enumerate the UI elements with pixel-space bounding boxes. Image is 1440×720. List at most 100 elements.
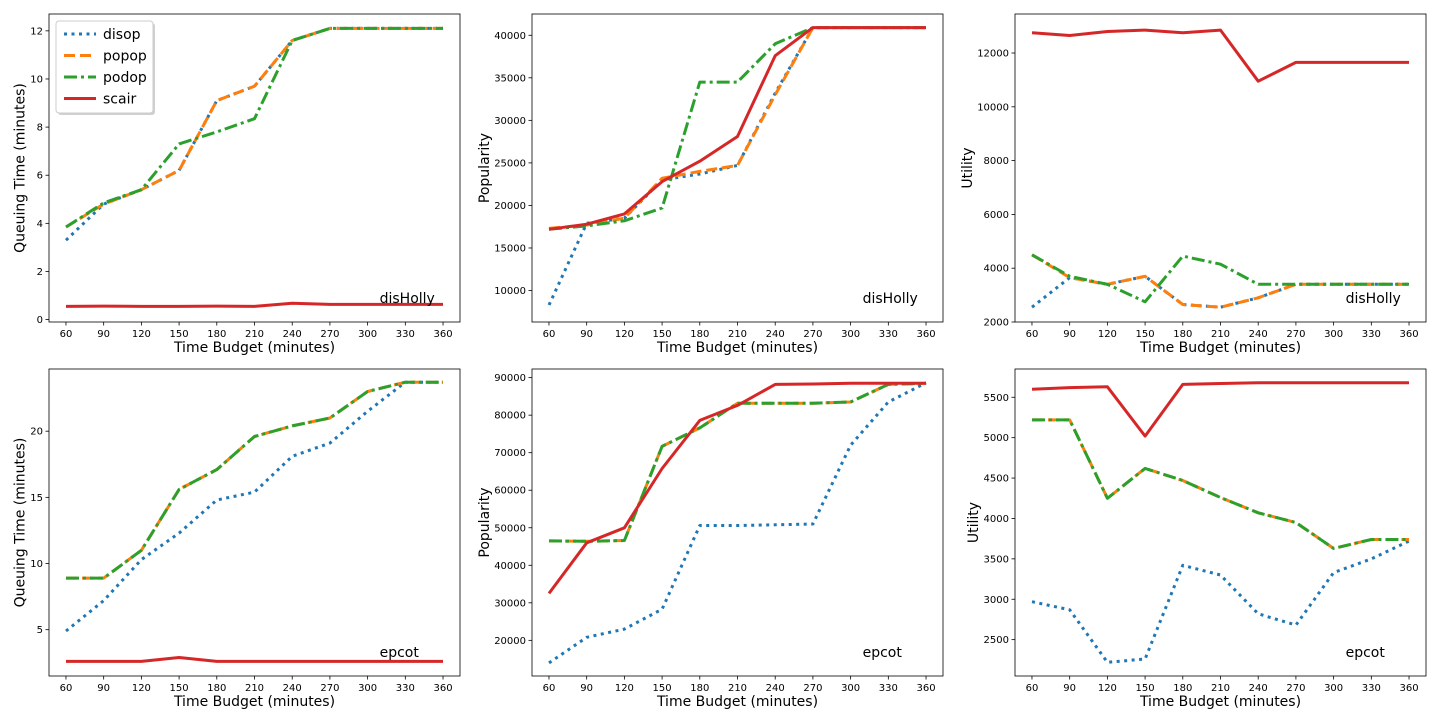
y-tick-label: 6000 bbox=[984, 210, 1009, 221]
x-tick-label: 240 bbox=[283, 329, 302, 340]
y-tick-label: 4500 bbox=[984, 474, 1009, 485]
series-line-popop bbox=[65, 26, 443, 229]
legend-box bbox=[55, 20, 154, 114]
x-tick-label: 300 bbox=[1324, 683, 1343, 694]
x-axis: 60 90 120 150 180 210 240 270 300 330 360 bbox=[1026, 676, 1419, 694]
dataset-annotation: epcot bbox=[380, 645, 420, 661]
y-tick-label: 50000 bbox=[494, 523, 526, 534]
chart-panel-1: 60 90 120 150 180 210 240 270 300 330 360 0 2 4 6 8 10 12… bbox=[13, 13, 461, 356]
series-line-podop bbox=[548, 381, 927, 543]
y-tick-label: 20 bbox=[30, 427, 43, 438]
x-tick-label: 210 bbox=[728, 683, 747, 694]
axes-frame bbox=[48, 368, 461, 677]
x-tick-label: 120 bbox=[132, 329, 151, 340]
series-group bbox=[547, 381, 927, 665]
x-tick-label: 300 bbox=[1324, 329, 1343, 340]
x-axis-label: Time Budget (minutes) bbox=[656, 340, 818, 356]
x-tick-label: 300 bbox=[358, 683, 377, 694]
x-tick-label: 360 bbox=[916, 683, 935, 694]
x-axis-label: Time Budget (minutes) bbox=[656, 694, 818, 710]
series-line-scair bbox=[548, 26, 926, 231]
y-tick-label: 15000 bbox=[494, 243, 526, 254]
legend-label-disop: disop bbox=[103, 27, 141, 43]
x-tick-label: 60 bbox=[1026, 329, 1039, 340]
series-group bbox=[1031, 28, 1409, 309]
y-tick-label: 4000 bbox=[984, 264, 1009, 275]
series-line-popop bbox=[1031, 253, 1409, 309]
x-tick-label: 210 bbox=[245, 683, 264, 694]
x-tick-label: 240 bbox=[1249, 329, 1268, 340]
x-axis-label: Time Budget (minutes) bbox=[1139, 694, 1301, 710]
dataset-annotation: disHolly bbox=[1346, 291, 1401, 307]
x-tick-label: 300 bbox=[841, 329, 860, 340]
y-tick-label: 80000 bbox=[494, 411, 526, 422]
x-tick-label: 210 bbox=[1211, 683, 1230, 694]
y-tick-label: 30000 bbox=[494, 116, 526, 127]
y-tick-label: 10 bbox=[30, 74, 43, 85]
x-tick-label: 60 bbox=[60, 683, 73, 694]
series-line-popop bbox=[66, 380, 443, 580]
axes-frame bbox=[531, 13, 944, 323]
series-line-scair bbox=[1031, 381, 1409, 438]
x-tick-label: 270 bbox=[1286, 683, 1305, 694]
series-line-podop bbox=[1032, 418, 1409, 550]
y-tick-label: 40000 bbox=[494, 31, 526, 42]
x-tick-label: 210 bbox=[728, 329, 747, 340]
legend-label-popop: popop bbox=[103, 49, 147, 65]
x-tick-label: 270 bbox=[1286, 329, 1305, 340]
y-axis: 20000 30000 40000 50000 60000 70000 80000 90000 bbox=[494, 373, 532, 647]
y-tick-label: 35000 bbox=[494, 73, 526, 84]
x-tick-label: 360 bbox=[433, 329, 452, 340]
y-axis-label: Popularity bbox=[477, 487, 493, 557]
y-tick-label: 70000 bbox=[494, 448, 526, 459]
series-line-disop bbox=[548, 381, 927, 665]
chart-panel-6: 60 90 120 150 180 210 240 270 300 330 360 2500 3000 3… bbox=[966, 368, 1427, 710]
legend: disop popop podop scair bbox=[55, 20, 155, 115]
x-tick-label: 150 bbox=[653, 329, 672, 340]
series-group bbox=[1031, 381, 1410, 664]
y-tick-label: 10000 bbox=[977, 102, 1009, 113]
x-tick-label: 270 bbox=[803, 683, 822, 694]
x-axis-label: Time Budget (minutes) bbox=[1139, 340, 1301, 356]
series-line-podop bbox=[1031, 253, 1409, 304]
y-axis: 10000 15000 20000 25000 30000 35000 40000 bbox=[494, 31, 532, 297]
x-tick-label: 90 bbox=[1063, 683, 1076, 694]
x-tick-label: 180 bbox=[690, 329, 709, 340]
y-tick-label: 6 bbox=[37, 171, 43, 182]
y-tick-label: 5500 bbox=[984, 393, 1009, 404]
x-tick-label: 60 bbox=[1026, 683, 1039, 694]
y-tick-label: 5 bbox=[37, 625, 43, 636]
x-tick-label: 240 bbox=[766, 683, 785, 694]
series-line-scair bbox=[1031, 28, 1409, 83]
y-tick-label: 20000 bbox=[494, 201, 526, 212]
y-tick-label: 2500 bbox=[984, 635, 1009, 646]
series-line-popop bbox=[1032, 418, 1409, 550]
dataset-annotation: epcot bbox=[863, 645, 903, 661]
y-tick-label: 3000 bbox=[984, 595, 1009, 606]
x-tick-label: 180 bbox=[1173, 683, 1192, 694]
y-tick-label: 4 bbox=[37, 219, 43, 230]
y-tick-label: 4000 bbox=[984, 514, 1009, 525]
x-tick-label: 330 bbox=[396, 683, 415, 694]
dataset-annotation: epcot bbox=[1346, 645, 1386, 661]
y-tick-label: 60000 bbox=[494, 486, 526, 497]
y-axis-label: Queuing Time (minutes) bbox=[13, 83, 29, 253]
x-tick-label: 60 bbox=[543, 683, 556, 694]
x-axis: 60 90 120 150 180 210 240 270 300 330 360 bbox=[60, 322, 453, 340]
y-tick-label: 12000 bbox=[977, 49, 1009, 60]
dataset-annotation: disHolly bbox=[863, 291, 918, 307]
series-group bbox=[547, 26, 926, 306]
x-axis: 60 90 120 150 180 210 240 270 300 330 360 bbox=[543, 676, 936, 694]
y-tick-label: 10 bbox=[30, 559, 43, 570]
x-tick-label: 270 bbox=[320, 329, 339, 340]
x-tick-label: 330 bbox=[396, 329, 415, 340]
x-tick-label: 180 bbox=[1173, 329, 1192, 340]
y-tick-label: 3500 bbox=[984, 554, 1009, 565]
axes-frame bbox=[1014, 368, 1427, 677]
x-tick-label: 90 bbox=[97, 683, 110, 694]
x-tick-label: 60 bbox=[60, 329, 73, 340]
chart-panel-4: 60 90 120 150 180 210 240 270 300 330 360 5 10 15 20 Ti… bbox=[13, 368, 461, 710]
y-tick-label: 8 bbox=[37, 123, 43, 134]
y-tick-label: 15 bbox=[30, 493, 43, 504]
